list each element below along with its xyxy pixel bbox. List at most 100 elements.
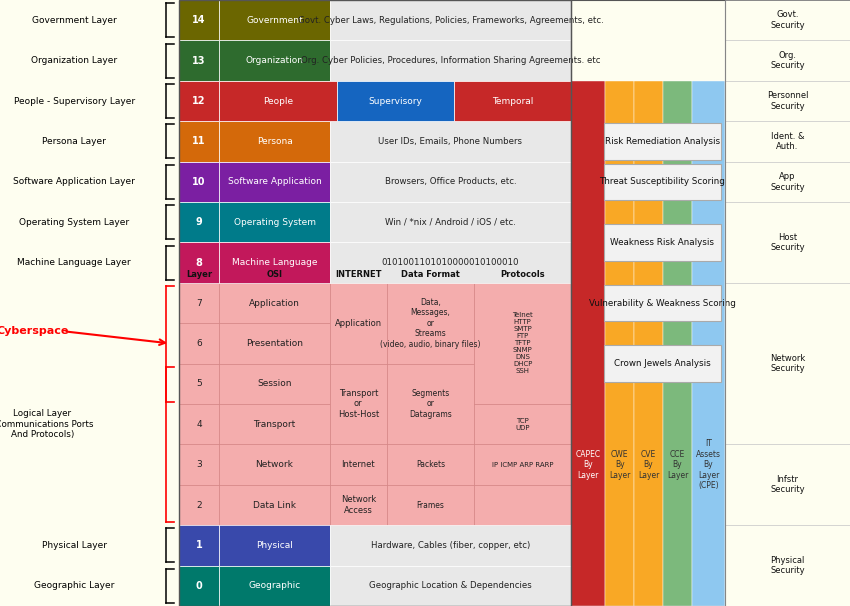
Text: 14: 14	[192, 15, 206, 25]
Bar	[330, 485, 387, 525]
Text: Machine Language Layer: Machine Language Layer	[18, 258, 131, 267]
Bar	[330, 0, 571, 41]
Text: Government Layer: Government Layer	[32, 16, 116, 25]
Text: Application: Application	[335, 319, 382, 328]
Bar	[219, 565, 330, 606]
Text: Frames: Frames	[416, 501, 445, 510]
Text: Geographic: Geographic	[248, 581, 301, 590]
Bar	[725, 121, 850, 162]
Bar	[219, 525, 330, 565]
Bar	[725, 202, 850, 283]
Bar	[219, 81, 337, 121]
Text: 3: 3	[196, 460, 201, 469]
Bar	[178, 0, 571, 606]
Bar	[219, 323, 330, 364]
Text: CCE
By
Layer: CCE By Layer	[666, 450, 688, 479]
Bar	[219, 41, 330, 81]
Bar	[178, 364, 219, 404]
Bar	[330, 444, 387, 485]
Bar	[219, 404, 330, 444]
Bar	[178, 283, 219, 323]
Text: Software Application: Software Application	[228, 178, 321, 186]
Text: Network: Network	[256, 460, 293, 469]
Text: Win / *nix / Android / iOS / etc.: Win / *nix / Android / iOS / etc.	[385, 218, 516, 227]
Text: Segments
or
Datagrams: Segments or Datagrams	[409, 389, 452, 419]
Text: Organization Layer: Organization Layer	[31, 56, 117, 65]
Bar	[605, 81, 634, 606]
Bar	[454, 81, 571, 121]
Text: Telnet
HTTP
SMTP
FTP
TFTP
SNMP
DNS
DHCP
SSH: Telnet HTTP SMTP FTP TFTP SNMP DNS DHCP …	[513, 313, 533, 375]
Bar	[387, 267, 474, 283]
Bar	[178, 404, 219, 444]
Bar	[692, 81, 725, 606]
Bar	[330, 283, 387, 364]
Bar	[178, 525, 219, 565]
Text: Data,
Messages,
or
Streams
(video, audio, binary files): Data, Messages, or Streams (video, audio…	[380, 298, 481, 348]
Text: Hardware, Cables (fiber, copper, etc): Hardware, Cables (fiber, copper, etc)	[371, 541, 530, 550]
Bar	[219, 0, 330, 41]
Text: CWE
By
Layer: CWE By Layer	[609, 450, 631, 479]
Bar	[474, 444, 571, 485]
Bar	[219, 242, 330, 283]
Bar	[725, 283, 850, 444]
Text: Org.
Security: Org. Security	[770, 51, 805, 70]
Text: Network
Security: Network Security	[770, 354, 805, 373]
Text: 11: 11	[192, 136, 206, 147]
Bar	[219, 283, 330, 323]
Text: IP ICMP ARP RARP: IP ICMP ARP RARP	[492, 462, 553, 468]
Bar	[178, 202, 219, 242]
Text: Personnel
Security: Personnel Security	[767, 92, 808, 111]
Text: TCP
UDP: TCP UDP	[515, 418, 530, 431]
Bar	[330, 162, 571, 202]
Text: Supervisory: Supervisory	[368, 96, 422, 105]
Text: Network
Access: Network Access	[341, 495, 376, 514]
Text: 5: 5	[196, 379, 201, 388]
Text: CAPEC
By
Layer: CAPEC By Layer	[575, 450, 601, 479]
Bar	[604, 345, 721, 382]
Text: Operating System Layer: Operating System Layer	[20, 218, 129, 227]
Text: App
Security: App Security	[770, 172, 805, 191]
Text: Packets: Packets	[416, 460, 445, 469]
Text: Host
Security: Host Security	[770, 233, 805, 252]
Bar	[725, 0, 850, 41]
Text: INTERNET: INTERNET	[335, 270, 382, 279]
Text: Cyberspace: Cyberspace	[0, 326, 69, 336]
Text: Data Format: Data Format	[401, 270, 460, 279]
Bar	[219, 121, 330, 162]
Text: People - Supervisory Layer: People - Supervisory Layer	[14, 96, 135, 105]
Bar	[330, 565, 571, 606]
Text: Data Link: Data Link	[253, 501, 296, 510]
Text: 7: 7	[196, 299, 201, 307]
Text: Govt. Cyber Laws, Regulations, Policies, Frameworks, Agreements, etc.: Govt. Cyber Laws, Regulations, Policies,…	[298, 16, 604, 25]
Text: Physical: Physical	[256, 541, 293, 550]
Bar	[725, 41, 850, 81]
Text: Infstr
Security: Infstr Security	[770, 475, 805, 494]
Bar	[178, 81, 219, 121]
Text: 8: 8	[196, 258, 202, 268]
Text: Session: Session	[258, 379, 292, 388]
Text: Government: Government	[246, 16, 303, 25]
Text: Operating System: Operating System	[234, 218, 315, 227]
Bar	[604, 123, 721, 159]
Text: Geographic Layer: Geographic Layer	[34, 581, 115, 590]
Text: Crown Jewels Analysis: Crown Jewels Analysis	[614, 359, 711, 368]
Text: Org. Cyber Policies, Procedures, Information Sharing Agreements. etc: Org. Cyber Policies, Procedures, Informa…	[301, 56, 600, 65]
Text: 13: 13	[192, 56, 206, 65]
Bar	[219, 485, 330, 525]
Text: Ident. &
Auth.: Ident. & Auth.	[771, 132, 804, 151]
Text: Presentation: Presentation	[246, 339, 303, 348]
Text: Temporal: Temporal	[492, 96, 533, 105]
Bar	[178, 162, 219, 202]
Text: Machine Language: Machine Language	[232, 258, 317, 267]
Bar	[178, 121, 219, 162]
Bar	[725, 162, 850, 202]
Bar	[604, 164, 721, 200]
Text: Persona: Persona	[257, 137, 292, 146]
Bar	[387, 444, 474, 485]
Bar	[474, 267, 571, 283]
Bar	[474, 283, 571, 404]
Text: 4: 4	[196, 420, 201, 428]
Bar	[725, 0, 850, 606]
Bar	[571, 81, 605, 606]
Text: IT
Assets
By
Layer
(CPE): IT Assets By Layer (CPE)	[696, 439, 721, 490]
